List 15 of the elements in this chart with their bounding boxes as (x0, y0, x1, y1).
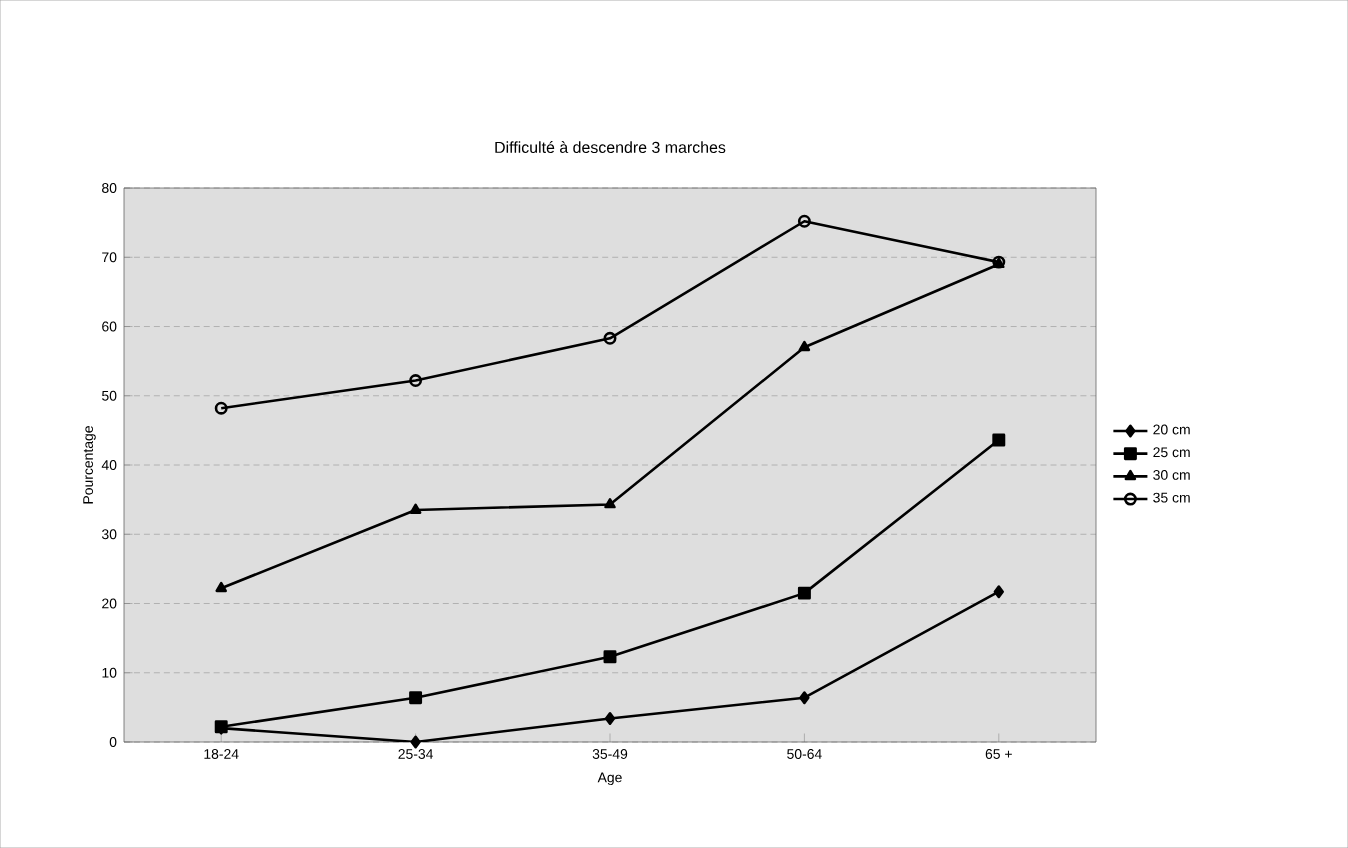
point (215, 581, 227, 593)
point (409, 691, 423, 705)
point (797, 214, 811, 228)
point (603, 331, 617, 345)
point (992, 433, 1006, 447)
point (798, 340, 811, 352)
point (409, 503, 422, 514)
point (409, 374, 423, 387)
point (604, 711, 616, 725)
point (797, 586, 811, 600)
point (603, 650, 617, 664)
point (604, 498, 616, 509)
point (993, 585, 1004, 599)
point (799, 691, 810, 705)
point (410, 735, 421, 749)
